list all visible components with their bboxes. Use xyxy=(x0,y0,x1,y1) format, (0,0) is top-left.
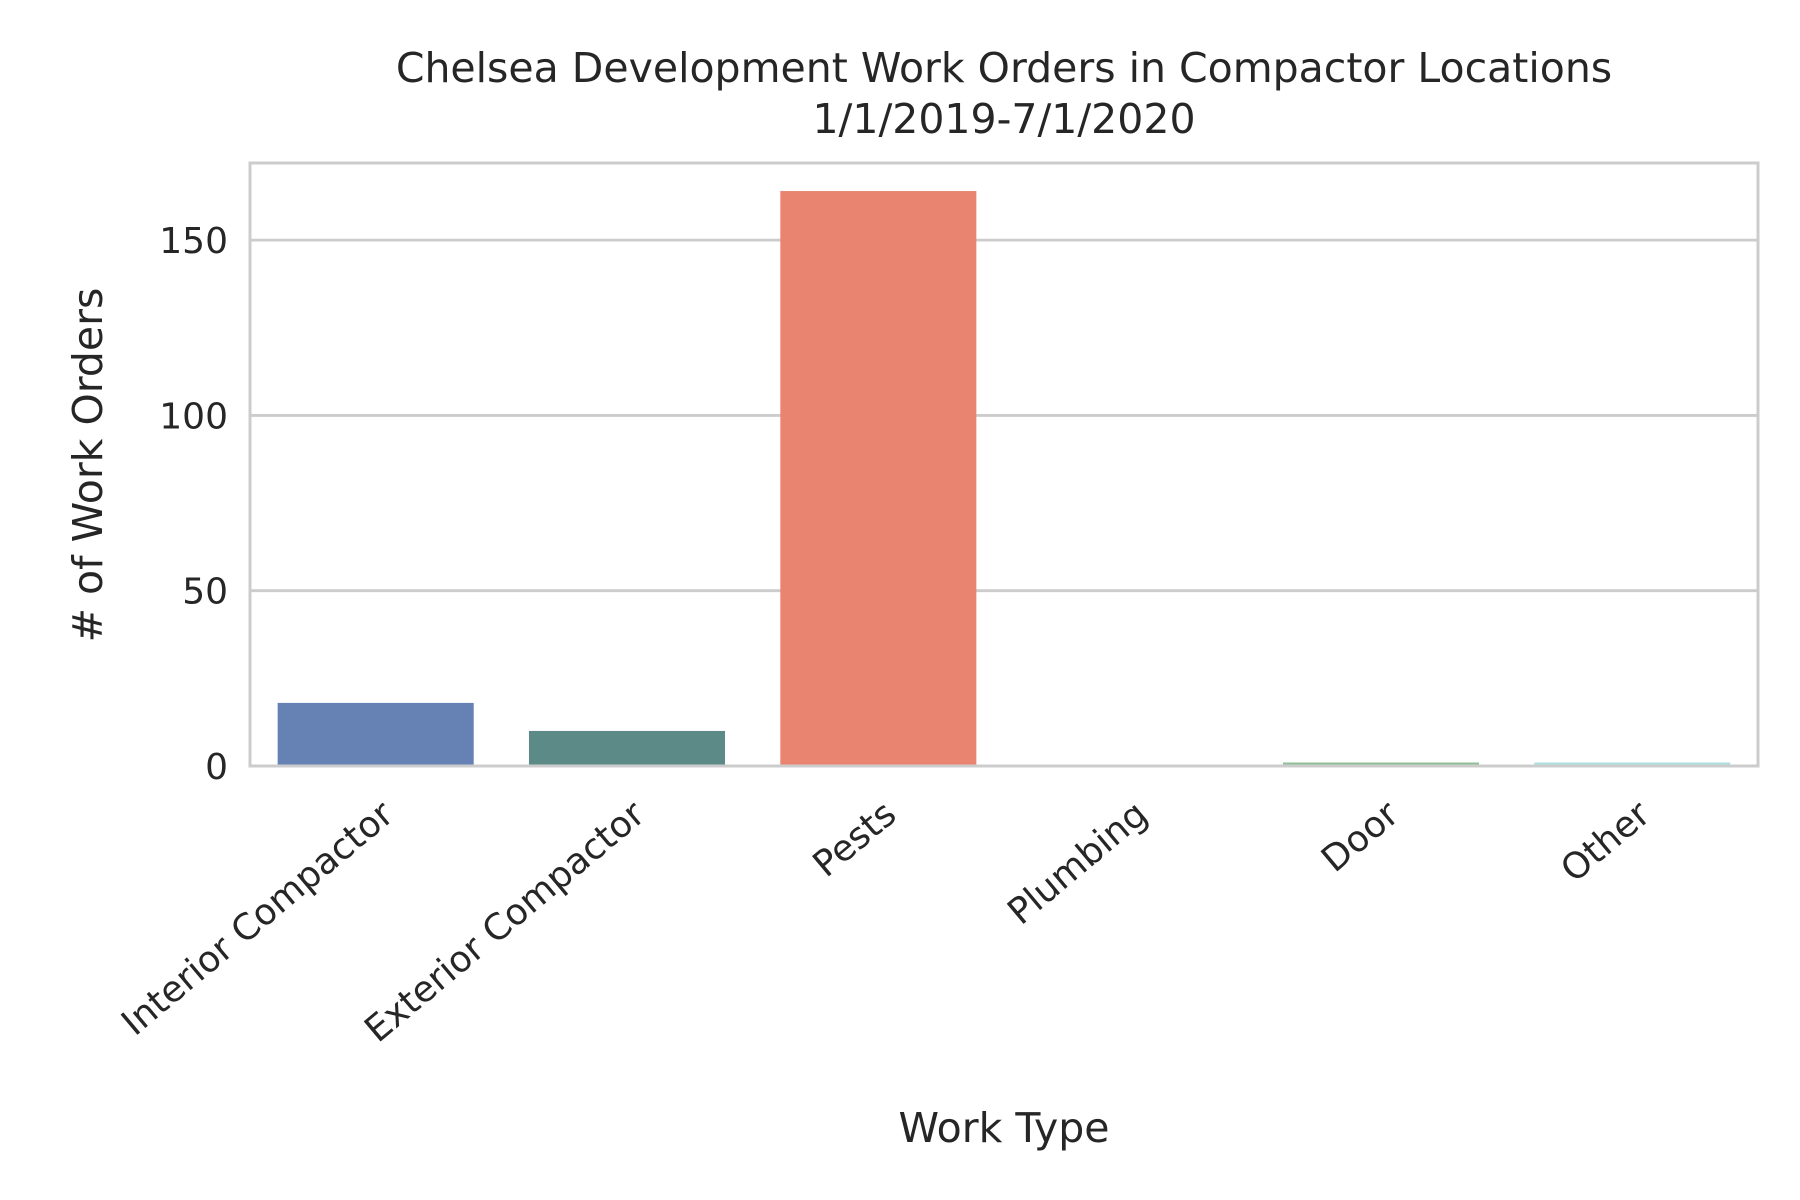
x-tick-label: Plumbing xyxy=(1000,793,1155,932)
bar-door xyxy=(1282,762,1480,766)
x-tick-label: Door xyxy=(1314,793,1407,880)
y-tick-label: 100 xyxy=(159,396,228,437)
bar-pests xyxy=(780,191,977,766)
x-tick-label: Interior Compactor xyxy=(114,793,401,1043)
plot-frame xyxy=(248,161,1760,768)
x-tick-label: Exterior Compactor xyxy=(357,793,653,1050)
gridlines xyxy=(250,238,1758,593)
bar-other xyxy=(1534,762,1731,766)
chart-subtitle: 1/1/2019-7/1/2020 xyxy=(812,95,1195,143)
x-axis-label: Work Type xyxy=(898,1104,1109,1152)
bars xyxy=(277,191,1731,766)
chart-title: Chelsea Development Work Orders in Compa… xyxy=(396,44,1612,92)
y-tick-label: 50 xyxy=(182,572,228,613)
x-tick-label: Other xyxy=(1553,793,1658,890)
y-tick-label: 0 xyxy=(205,747,228,788)
x-tick-label: Pests xyxy=(806,793,905,885)
bar-exterior-compactor xyxy=(528,730,726,766)
y-tick-labels: 0 50 100 150 xyxy=(159,221,228,788)
y-axis-label: # of Work Orders xyxy=(64,288,112,643)
bar-interior-compactor xyxy=(277,702,474,766)
y-tick-label: 150 xyxy=(159,221,228,262)
